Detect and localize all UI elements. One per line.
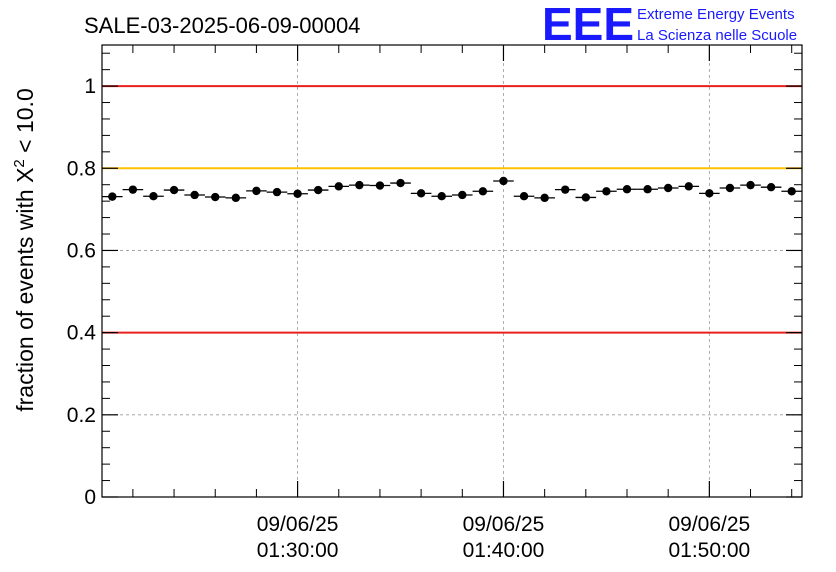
data-point — [725, 183, 735, 193]
data-point — [108, 192, 117, 201]
y-axis-label-suffix: < 10.0 — [12, 88, 38, 159]
chart-title: SALE-03-2025-06-09-00004 — [84, 13, 360, 38]
data-point — [375, 181, 385, 190]
y-axis-label-symbol: X — [12, 168, 38, 183]
data-point — [190, 190, 199, 200]
data-point — [561, 185, 570, 194]
data-point — [663, 183, 673, 193]
data-point — [602, 187, 611, 196]
data-point — [169, 185, 179, 195]
data-point — [313, 185, 323, 195]
data-point — [705, 189, 714, 198]
y-axis-label-prefix: fraction of events with — [12, 183, 38, 412]
data-point — [437, 192, 446, 201]
data-point — [293, 189, 302, 198]
logo-mark: EEE — [542, 0, 634, 50]
x-tick-labels: 09/06/25 01:30:00 09/06/25 01:40:00 09/06/25… — [257, 513, 751, 562]
data-point — [149, 192, 158, 201]
data-point — [478, 187, 488, 196]
y-tick-label: 1 — [84, 75, 96, 98]
data-point — [684, 182, 693, 191]
data-point — [519, 192, 529, 201]
data-point — [458, 190, 467, 200]
y-tick-label: 0 — [84, 486, 96, 509]
x-tick-date: 09/06/25 — [257, 513, 339, 536]
data-point — [622, 185, 632, 194]
data-point — [128, 185, 138, 194]
data-point — [643, 185, 652, 194]
y-axis-label-sup: 2 — [11, 159, 28, 167]
data-point — [540, 193, 549, 203]
y-tick-labels: 0 0.2 0.4 0.6 0.8 1 — [67, 75, 97, 509]
data-point — [231, 193, 241, 203]
eee-logo: EEE Extreme Energy Events La Scienza nel… — [542, 0, 797, 50]
data-point — [396, 178, 405, 188]
axis-ticks — [102, 45, 802, 498]
y-axis-label: fraction of events with X2 < 10.0 — [11, 88, 38, 412]
data-point — [787, 187, 796, 196]
data-point — [252, 186, 261, 196]
data-point — [581, 193, 591, 202]
data-points — [102, 176, 802, 203]
x-tick-date: 09/06/25 — [463, 513, 545, 536]
data-point — [211, 192, 220, 202]
data-point — [355, 180, 364, 190]
x-tick-time: 01:30:00 — [257, 539, 339, 562]
data-point — [766, 182, 776, 192]
logo-line-1: Extreme Energy Events — [637, 6, 795, 23]
y-tick-label: 0.2 — [67, 404, 96, 427]
data-point — [416, 189, 426, 198]
x-tick-time: 01:50:00 — [668, 539, 750, 562]
plot-frame — [101, 44, 803, 498]
data-point — [499, 176, 508, 186]
x-tick-date: 09/06/25 — [668, 513, 750, 536]
y-tick-label: 0.4 — [67, 322, 97, 345]
data-point — [272, 187, 282, 197]
data-point — [334, 182, 343, 191]
grid — [102, 45, 802, 497]
y-tick-label: 0.6 — [67, 239, 96, 262]
logo-line-2: La Scienza nelle Scuole — [637, 27, 797, 44]
data-point — [746, 180, 755, 190]
y-tick-label: 0.8 — [67, 157, 96, 180]
x-tick-time: 01:40:00 — [463, 539, 545, 562]
reference-lines — [102, 85, 802, 334]
